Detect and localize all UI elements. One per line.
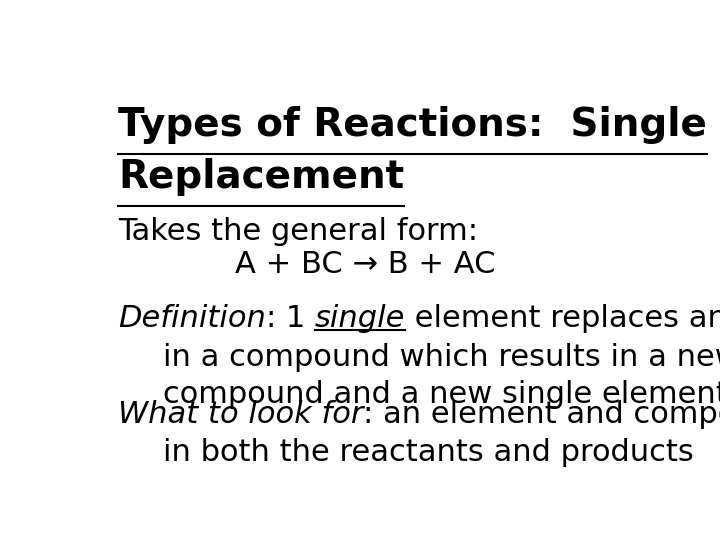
Text: : 1: : 1	[266, 304, 315, 333]
Text: single: single	[315, 304, 405, 333]
Text: element replaces another: element replaces another	[405, 304, 720, 333]
Text: : an element and compound: : an element and compound	[364, 400, 720, 429]
Text: compound and a new single element.: compound and a new single element.	[163, 380, 720, 409]
Text: Types of Reactions:  Single: Types of Reactions: Single	[118, 106, 707, 144]
Text: Replacement: Replacement	[118, 158, 404, 197]
Text: What to look for: What to look for	[118, 400, 364, 429]
Text: Takes the general form:: Takes the general form:	[118, 217, 478, 246]
Text: in both the reactants and products: in both the reactants and products	[163, 438, 693, 467]
Text: A + BC → B + AC: A + BC → B + AC	[235, 250, 495, 279]
Text: in a compound which results in a new: in a compound which results in a new	[163, 342, 720, 372]
Text: Definition: Definition	[118, 304, 266, 333]
